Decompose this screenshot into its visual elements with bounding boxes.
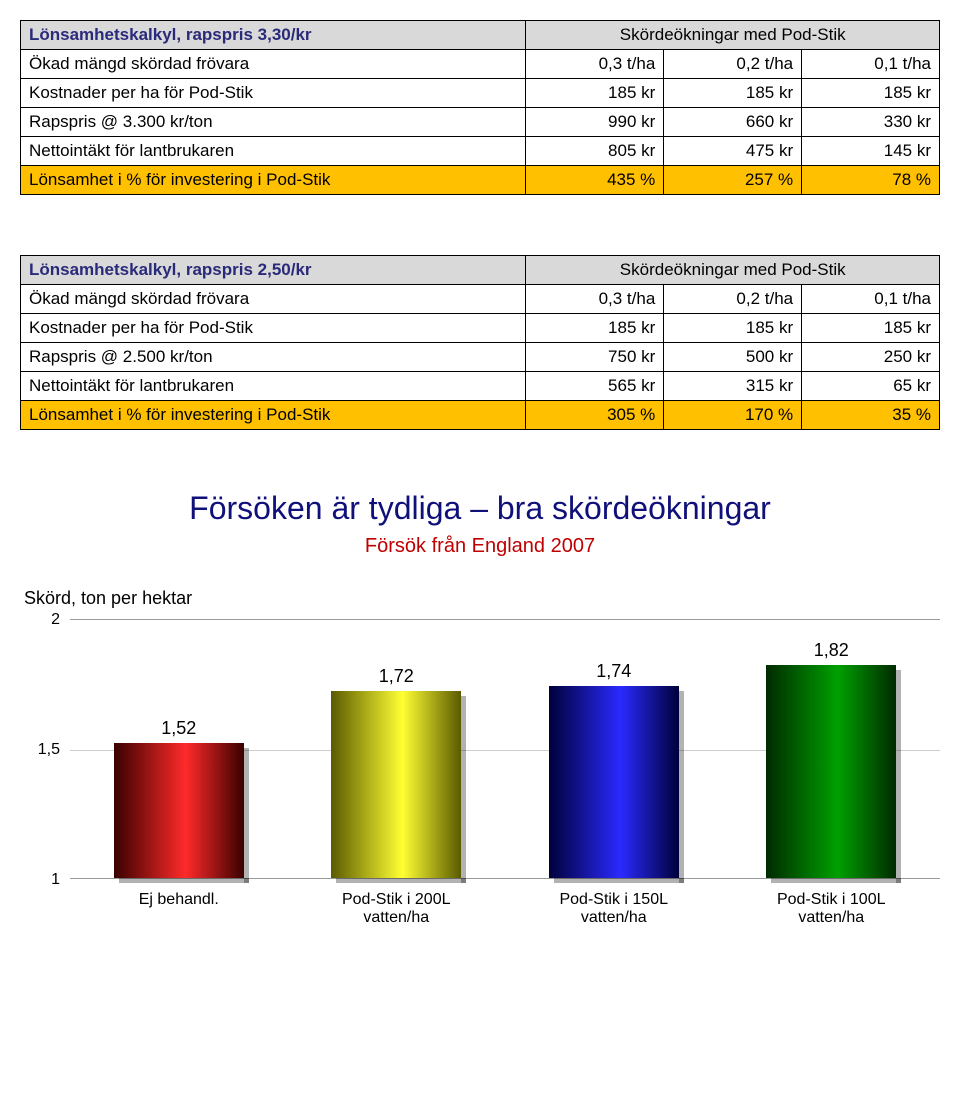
table-a-span-title: Skördeökningar med Pod-Stik (526, 21, 940, 50)
profitability-pct-row: Lönsamhet i % för investering i Pod-Stik… (21, 166, 940, 195)
cell: 185 kr (664, 314, 802, 343)
chart-area: 11,521,521,721,741,82 (70, 619, 940, 879)
table-a-title: Lönsamhetskalkyl, rapspris 3,30/kr (21, 21, 526, 50)
cell: 0,1 t/ha (802, 50, 940, 79)
cell: 475 kr (664, 137, 802, 166)
row-label: Nettointäkt för lantbrukaren (21, 137, 526, 166)
cell: 185 kr (526, 79, 664, 108)
cell: 0,3 t/ha (526, 50, 664, 79)
cell: 315 kr (664, 372, 802, 401)
table-row: Nettointäkt för lantbrukaren 805 kr 475 … (21, 137, 940, 166)
table-row: Kostnader per ha för Pod-Stik 185 kr 185… (21, 79, 940, 108)
row-label: Rapspris @ 2.500 kr/ton (21, 343, 526, 372)
bar-slot: 1,74 (529, 661, 699, 878)
table-row: Kostnader per ha för Pod-Stik 185 kr 185… (21, 314, 940, 343)
cell: 805 kr (526, 137, 664, 166)
cell: 305 % (526, 401, 664, 430)
x-axis-label: Pod-Stik i 200Lvatten/ha (311, 891, 481, 927)
profitability-table-330: Lönsamhetskalkyl, rapspris 3,30/kr Skörd… (20, 20, 940, 195)
cell: 0,1 t/ha (802, 285, 940, 314)
x-labels: Ej behandl. Pod-Stik i 200Lvatten/ha Pod-S… (70, 891, 940, 927)
bar-slot: 1,52 (94, 718, 264, 878)
bar (549, 686, 679, 878)
table-b-title: Lönsamhetskalkyl, rapspris 2,50/kr (21, 256, 526, 285)
cell: 185 kr (526, 314, 664, 343)
y-axis-title: Skörd, ton per hektar (24, 588, 940, 609)
cell: 35 % (802, 401, 940, 430)
cell: 660 kr (664, 108, 802, 137)
bar (114, 743, 244, 878)
table-row: Rapspris @ 3.300 kr/ton 990 kr 660 kr 33… (21, 108, 940, 137)
row-label: Ökad mängd skördad frövara (21, 50, 526, 79)
bar-value-label: 1,74 (596, 661, 631, 682)
chart-subtitle: Försök från England 2007 (20, 535, 940, 558)
cell: 78 % (802, 166, 940, 195)
row-label: Lönsamhet i % för investering i Pod-Stik (21, 166, 526, 195)
cell: 185 kr (802, 79, 940, 108)
cell: 250 kr (802, 343, 940, 372)
cell: 565 kr (526, 372, 664, 401)
bar-slot: 1,82 (746, 640, 916, 878)
x-axis-label: Pod-Stik i 150Lvatten/ha (529, 891, 699, 927)
cell: 330 kr (802, 108, 940, 137)
bar (766, 665, 896, 878)
x-axis-label: Pod-Stik i 100Lvatten/ha (746, 891, 916, 927)
cell: 500 kr (664, 343, 802, 372)
table-b-span-title: Skördeökningar med Pod-Stik (526, 256, 940, 285)
table-row: Nettointäkt för lantbrukaren 565 kr 315 … (21, 372, 940, 401)
cell: 257 % (664, 166, 802, 195)
row-label: Ökad mängd skördad frövara (21, 285, 526, 314)
table-row: Ökad mängd skördad frövara 0,3 t/ha 0,2 … (21, 50, 940, 79)
row-label: Rapspris @ 3.300 kr/ton (21, 108, 526, 137)
cell: 170 % (664, 401, 802, 430)
table-row: Ökad mängd skördad frövara 0,3 t/ha 0,2 … (21, 285, 940, 314)
cell: 185 kr (664, 79, 802, 108)
table-row: Rapspris @ 2.500 kr/ton 750 kr 500 kr 25… (21, 343, 940, 372)
row-label: Kostnader per ha för Pod-Stik (21, 314, 526, 343)
cell: 185 kr (802, 314, 940, 343)
cell: 65 kr (802, 372, 940, 401)
y-tick-label: 1 (20, 871, 60, 889)
cell: 990 kr (526, 108, 664, 137)
cell: 0,2 t/ha (664, 285, 802, 314)
cell: 435 % (526, 166, 664, 195)
profitability-pct-row: Lönsamhet i % för investering i Pod-Stik… (21, 401, 940, 430)
profitability-table-250: Lönsamhetskalkyl, rapspris 2,50/kr Skörd… (20, 255, 940, 430)
bar-value-label: 1,82 (814, 640, 849, 661)
bar-value-label: 1,52 (161, 718, 196, 739)
row-label: Nettointäkt för lantbrukaren (21, 372, 526, 401)
bar-slot: 1,72 (311, 666, 481, 878)
bar (331, 691, 461, 878)
x-axis-label: Ej behandl. (94, 891, 264, 927)
bars-container: 1,52 1,72 1,74 1,82 (70, 620, 940, 878)
yield-bar-chart: Skörd, ton per hektar 11,521,521,721,741… (20, 588, 940, 927)
row-label: Kostnader per ha för Pod-Stik (21, 79, 526, 108)
chart-title: Försöken är tydliga – bra skördeökningar (20, 490, 940, 527)
cell: 0,3 t/ha (526, 285, 664, 314)
cell: 145 kr (802, 137, 940, 166)
cell: 0,2 t/ha (664, 50, 802, 79)
y-tick-label: 2 (20, 611, 60, 629)
cell: 750 kr (526, 343, 664, 372)
row-label: Lönsamhet i % för investering i Pod-Stik (21, 401, 526, 430)
y-tick-label: 1,5 (20, 741, 60, 759)
bar-value-label: 1,72 (379, 666, 414, 687)
